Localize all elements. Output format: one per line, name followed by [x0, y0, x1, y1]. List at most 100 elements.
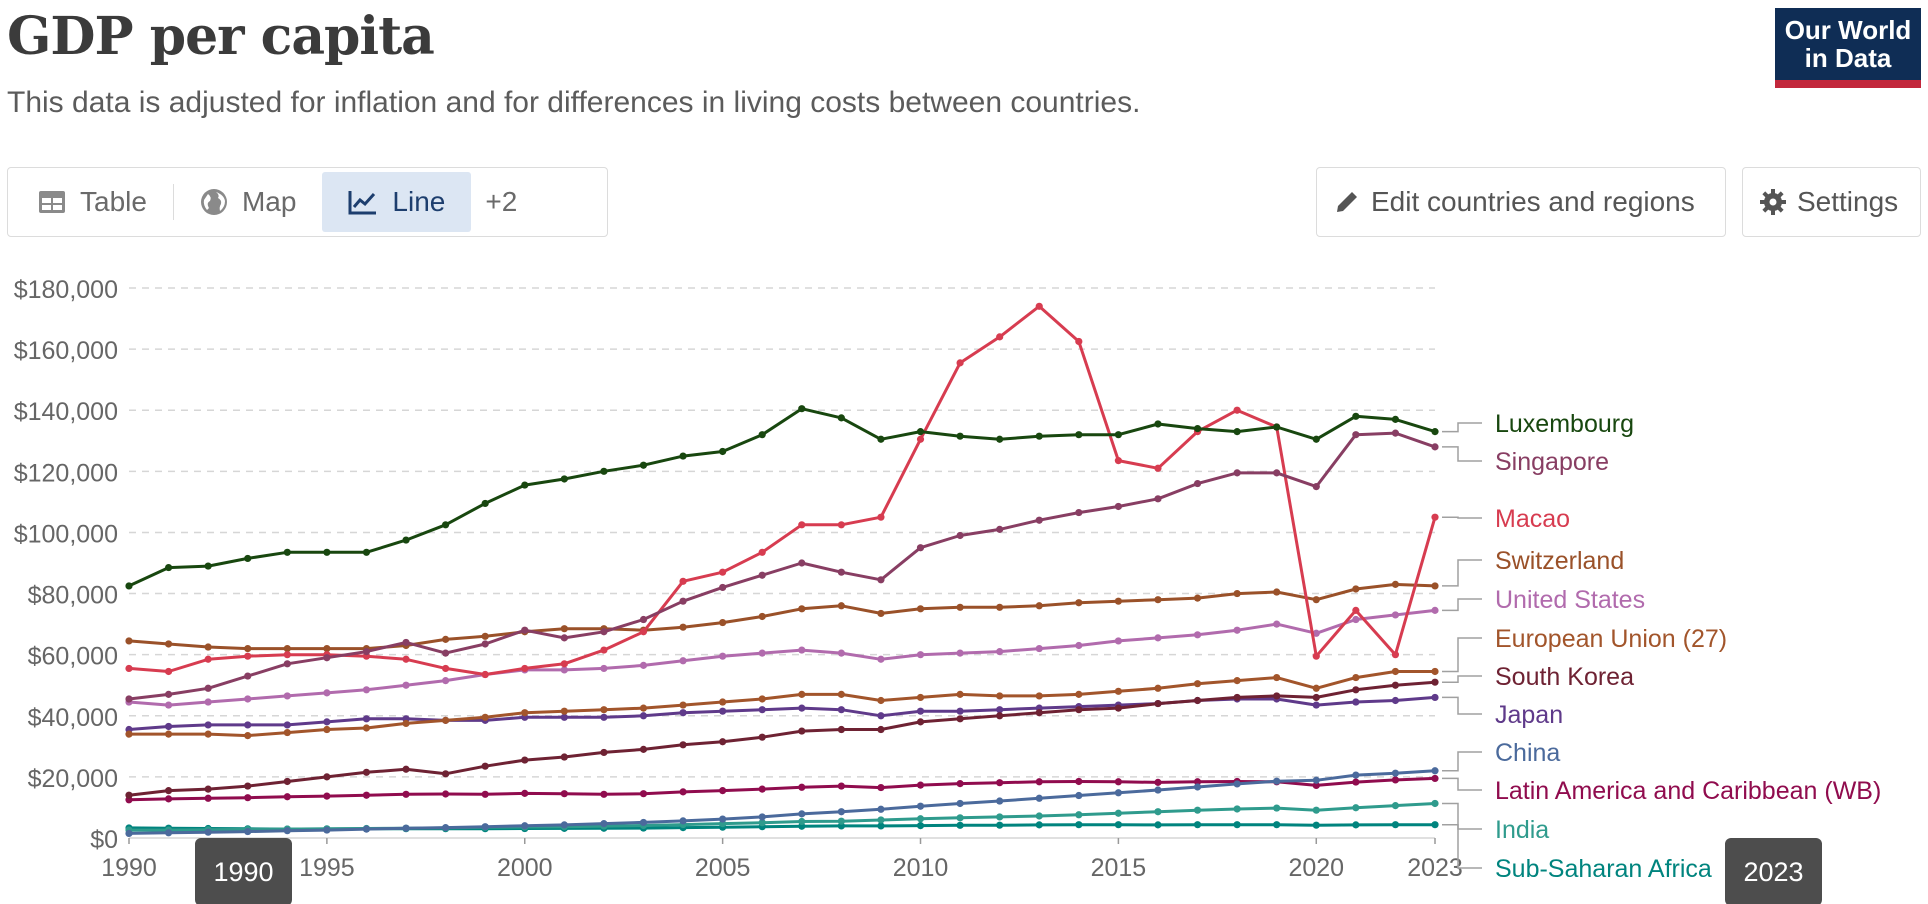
data-point — [164, 795, 173, 803]
data-point — [1154, 684, 1162, 692]
data-point — [1312, 693, 1320, 702]
data-point — [204, 684, 212, 692]
tab-separator — [172, 184, 174, 220]
data-point — [758, 695, 766, 703]
data-point — [125, 637, 133, 645]
tab-line[interactable]: Line — [322, 172, 472, 232]
timeline-start-handle[interactable]: 1990 — [195, 838, 292, 904]
data-point — [1352, 698, 1360, 706]
data-point — [1352, 585, 1360, 593]
data-point — [956, 603, 964, 611]
data-point — [798, 810, 806, 818]
data-point — [758, 706, 766, 714]
data-point — [1154, 634, 1162, 642]
data-point — [362, 768, 371, 776]
data-point — [1431, 428, 1439, 436]
data-point — [837, 782, 845, 790]
data-point — [164, 730, 173, 738]
data-point — [798, 559, 806, 567]
data-point — [283, 793, 291, 801]
data-point — [877, 712, 885, 720]
edit-countries-label: Edit countries and regions — [1371, 186, 1695, 217]
data-point — [1035, 778, 1043, 786]
series-label: South Korea — [1495, 663, 1634, 691]
edit-countries-button[interactable]: Edit countries and regions — [1316, 167, 1726, 237]
data-point — [679, 657, 687, 665]
data-point — [402, 790, 410, 798]
data-point — [204, 785, 212, 793]
data-point — [442, 521, 450, 529]
data-point — [204, 828, 212, 836]
x-tick-label: 2010 — [893, 854, 949, 882]
data-point — [600, 820, 608, 828]
data-point — [877, 805, 885, 813]
data-point — [916, 802, 925, 810]
data-point — [1114, 431, 1122, 439]
series-label: European Union (27) — [1495, 625, 1727, 653]
data-point — [956, 814, 964, 822]
data-point — [1075, 337, 1083, 346]
data-point — [560, 821, 568, 829]
data-point — [1075, 811, 1083, 819]
data-point — [1312, 806, 1320, 814]
data-point — [1391, 429, 1400, 437]
data-point — [442, 824, 450, 832]
data-point — [719, 652, 727, 660]
tab-more[interactable]: +2 — [471, 172, 531, 232]
series-lines — [125, 302, 1439, 838]
data-point — [1273, 620, 1281, 628]
owid-logo[interactable]: Our World in Data — [1775, 8, 1921, 88]
data-point — [1154, 821, 1162, 829]
series-label: Switzerland — [1495, 547, 1624, 575]
data-point — [1391, 580, 1400, 588]
data-point — [679, 817, 687, 825]
settings-button[interactable]: Settings — [1742, 167, 1921, 237]
data-point — [600, 748, 608, 757]
data-point — [244, 782, 252, 790]
data-point — [679, 741, 687, 749]
data-point — [719, 787, 727, 795]
timeline-end-handle[interactable]: 2023 — [1725, 838, 1822, 904]
data-point — [996, 821, 1004, 829]
data-point — [362, 715, 371, 723]
data-point — [560, 634, 568, 642]
data-point — [204, 655, 212, 663]
data-point — [1431, 767, 1439, 775]
data-point — [719, 447, 727, 456]
data-point — [560, 660, 568, 668]
data-point — [1431, 606, 1439, 614]
data-point — [164, 640, 173, 648]
tab-map[interactable]: Map — [174, 172, 322, 232]
data-point — [1391, 821, 1400, 829]
data-point — [837, 414, 845, 422]
data-point — [164, 563, 173, 572]
data-point — [758, 612, 766, 621]
data-point — [1391, 776, 1400, 784]
tab-table[interactable]: Table — [12, 172, 173, 232]
data-point — [164, 701, 173, 709]
data-point — [1154, 464, 1162, 472]
data-point — [1075, 599, 1083, 607]
data-point — [1075, 706, 1083, 714]
series-leader-line — [1442, 751, 1482, 772]
data-point — [996, 525, 1004, 533]
data-point — [679, 452, 687, 460]
data-point — [600, 790, 608, 798]
data-point — [125, 582, 133, 590]
data-point — [125, 695, 133, 703]
settings-label: Settings — [1797, 186, 1899, 217]
data-point — [1114, 809, 1122, 817]
series-label: Japan — [1495, 701, 1563, 729]
data-point — [639, 704, 648, 712]
series-label: United States — [1495, 586, 1645, 614]
data-point — [442, 770, 450, 778]
data-point — [956, 649, 964, 657]
data-point — [679, 597, 687, 605]
data-point — [798, 783, 806, 791]
data-point — [1075, 777, 1083, 786]
data-point — [402, 681, 410, 689]
data-point — [244, 672, 252, 680]
data-point — [560, 753, 568, 761]
data-point — [758, 571, 766, 579]
data-point — [125, 730, 133, 738]
